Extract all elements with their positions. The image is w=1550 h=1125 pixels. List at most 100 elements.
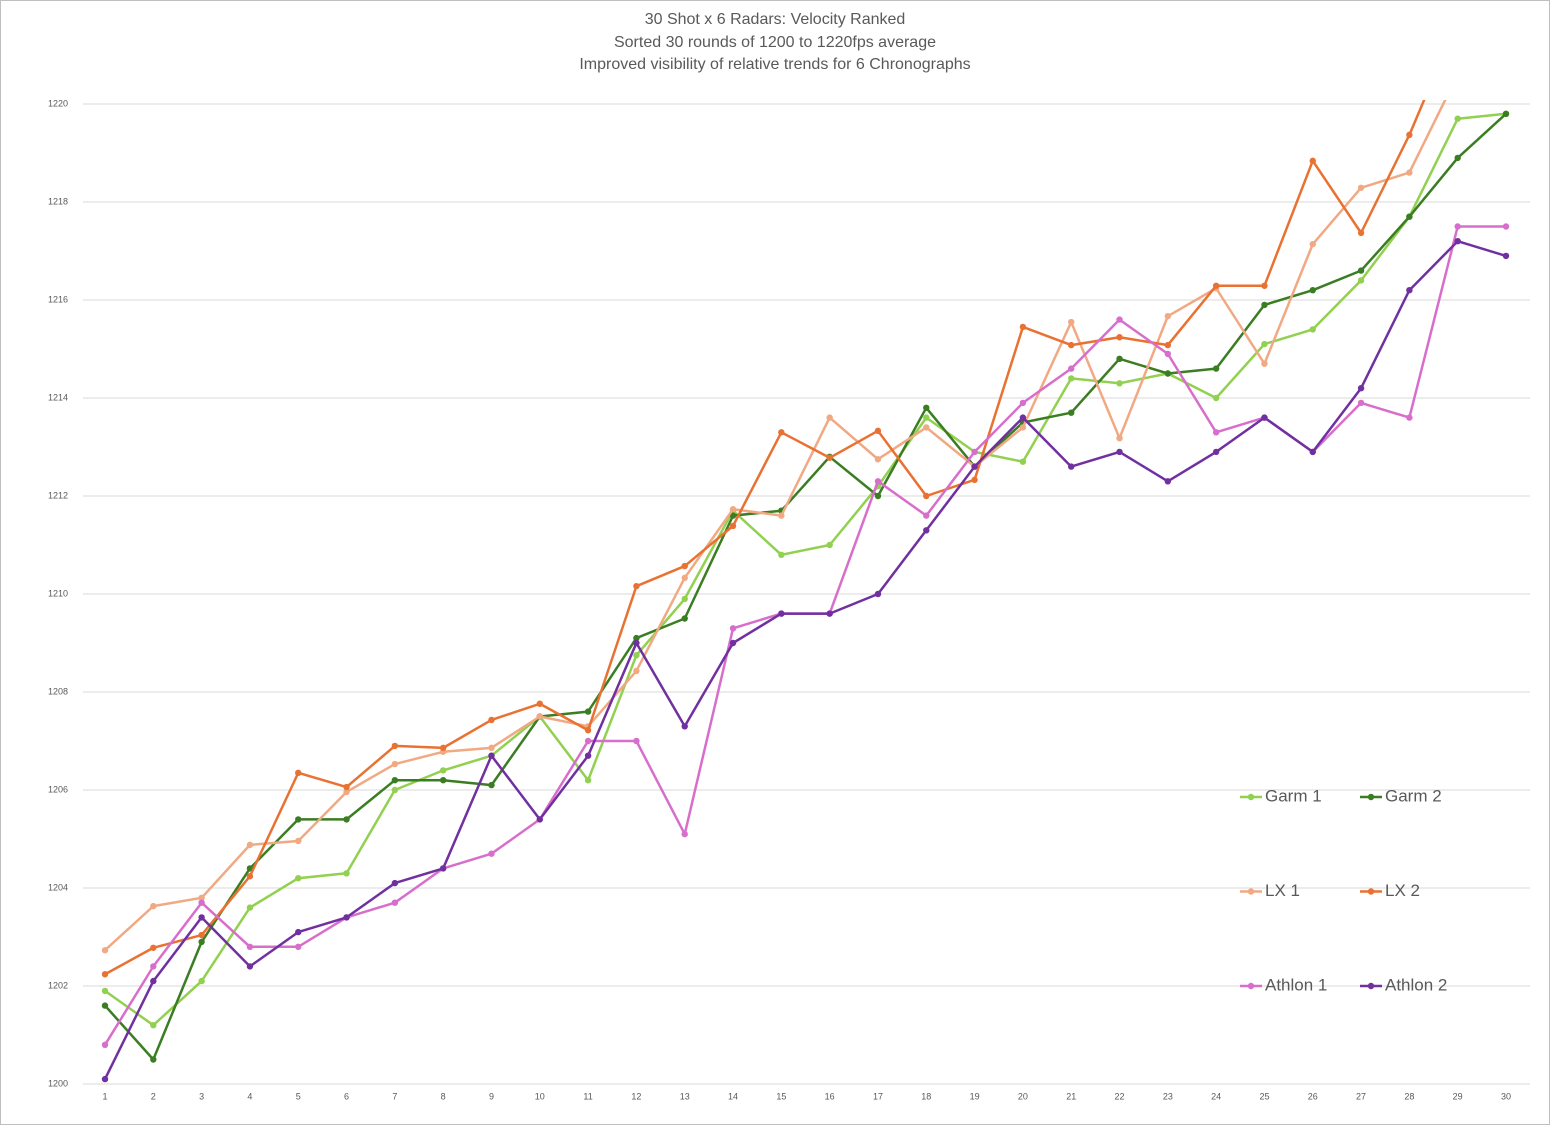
data-point <box>1357 184 1365 191</box>
data-point <box>295 943 302 950</box>
x-tick-label: 6 <box>344 1091 349 1101</box>
data-point <box>488 752 495 759</box>
data-point <box>295 928 302 936</box>
data-point <box>681 615 688 622</box>
x-tick-label: 17 <box>873 1091 883 1101</box>
y-tick-label: 1212 <box>48 490 68 500</box>
plot-area <box>101 100 1510 1083</box>
x-tick-label: 27 <box>1356 1091 1366 1101</box>
data-point <box>1068 409 1075 416</box>
y-tick-label: 1206 <box>48 784 68 794</box>
data-point <box>729 625 737 632</box>
y-tick-label: 1210 <box>48 588 68 598</box>
data-point <box>923 424 930 431</box>
y-tick-label: 1216 <box>48 294 68 304</box>
data-point <box>584 752 592 759</box>
data-point <box>150 977 157 985</box>
data-point <box>101 1002 109 1009</box>
series-line <box>103 239 1507 1080</box>
x-tick-label: 12 <box>631 1091 641 1101</box>
x-tick-label: 19 <box>970 1091 980 1101</box>
data-point <box>1164 370 1172 377</box>
data-point <box>778 551 785 558</box>
data-point <box>1212 448 1220 456</box>
x-tick-label: 3 <box>199 1091 204 1101</box>
data-point <box>1454 154 1461 162</box>
data-point <box>439 767 447 774</box>
data-point <box>1502 223 1510 230</box>
data-point <box>1261 282 1268 289</box>
data-point <box>1164 350 1172 358</box>
data-point <box>439 744 447 752</box>
data-point <box>923 492 930 500</box>
data-point <box>295 769 302 777</box>
data-point <box>391 777 399 784</box>
data-point <box>1357 385 1365 392</box>
data-point <box>536 713 543 720</box>
x-tick-label: 23 <box>1163 1091 1173 1101</box>
x-tick-label: 22 <box>1115 1091 1125 1101</box>
data-point <box>874 492 882 500</box>
legend-label: Garm 2 <box>1385 786 1442 805</box>
x-tick-label: 24 <box>1211 1091 1221 1101</box>
data-point <box>1309 448 1316 456</box>
data-point <box>681 574 688 582</box>
data-point <box>1116 355 1123 362</box>
data-point <box>536 700 543 707</box>
data-point <box>343 870 350 877</box>
data-point <box>101 1075 109 1083</box>
series-line <box>104 100 1426 976</box>
data-point <box>198 931 205 939</box>
data-point <box>1164 478 1172 485</box>
data-point <box>923 404 930 411</box>
data-point <box>1164 312 1172 320</box>
x-tick-label: 26 <box>1308 1091 1318 1101</box>
data-point <box>246 873 254 880</box>
data-point <box>1261 301 1268 309</box>
legend-marker <box>1367 793 1375 801</box>
data-point <box>150 944 157 951</box>
data-point <box>826 541 833 549</box>
data-point <box>1019 323 1027 331</box>
y-tick-label: 1202 <box>48 980 68 990</box>
legend-marker <box>1247 982 1255 990</box>
data-point <box>1309 240 1316 248</box>
data-point <box>1261 414 1268 421</box>
data-point <box>1406 287 1413 294</box>
data-point <box>246 963 254 970</box>
data-point <box>633 737 640 745</box>
x-tick-label: 16 <box>825 1091 835 1101</box>
data-point <box>1502 110 1510 118</box>
series-line <box>104 112 1507 1061</box>
data-point <box>391 899 399 906</box>
data-point <box>1116 380 1123 387</box>
data-point <box>874 590 882 598</box>
data-point <box>295 875 302 882</box>
y-tick-label: 1204 <box>48 882 68 892</box>
data-point <box>923 414 930 421</box>
data-point <box>1502 252 1510 260</box>
x-tick-label: 29 <box>1453 1091 1463 1101</box>
data-point <box>1212 365 1220 372</box>
chart-subtitle: Sorted 30 rounds of 1200 to 1220fps aver… <box>614 34 936 51</box>
data-point <box>1019 458 1027 465</box>
data-point <box>391 760 399 768</box>
data-point <box>971 476 978 484</box>
data-point <box>923 527 930 534</box>
data-point <box>826 610 833 617</box>
legend-label: Athlon 1 <box>1265 975 1327 994</box>
data-point <box>1068 341 1075 349</box>
data-point <box>1406 169 1413 176</box>
data-point <box>488 850 495 857</box>
data-point <box>1068 463 1075 470</box>
data-point <box>1357 277 1365 284</box>
data-point <box>246 841 254 849</box>
data-point <box>150 963 157 970</box>
data-point <box>1406 131 1413 139</box>
data-point <box>1164 341 1172 349</box>
x-tick-label: 20 <box>1018 1091 1028 1101</box>
x-tick-label: 14 <box>728 1091 738 1101</box>
x-tick-label: 21 <box>1066 1091 1076 1101</box>
data-point <box>826 454 833 461</box>
